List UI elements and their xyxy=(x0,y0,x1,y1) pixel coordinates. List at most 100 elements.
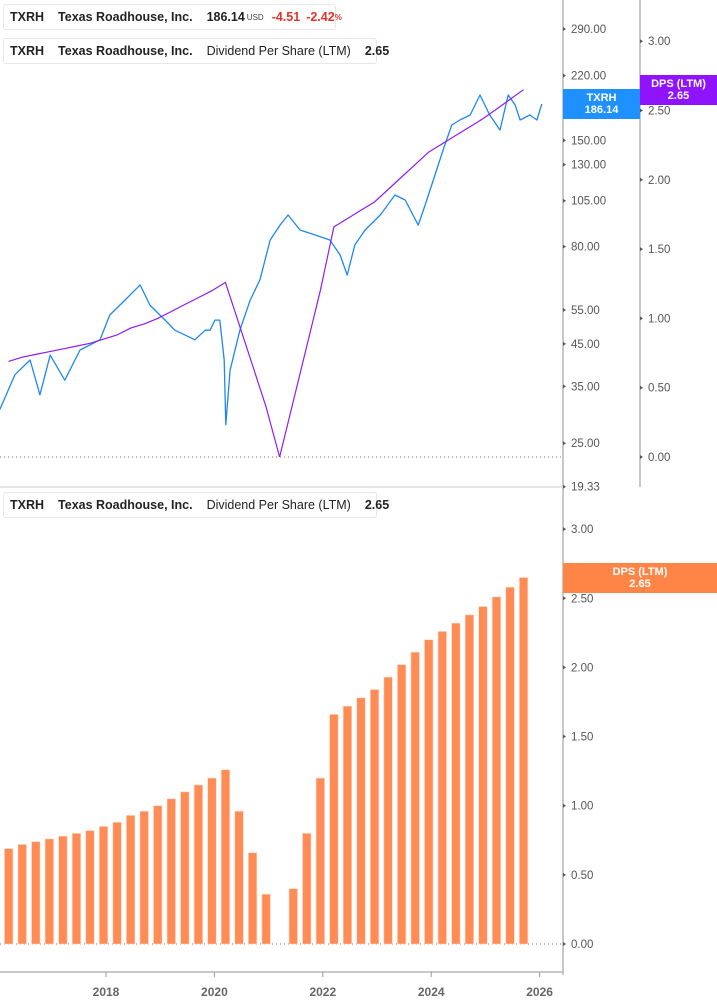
dps-bar xyxy=(207,777,217,945)
price-tag: TXRH 186.14 xyxy=(563,89,640,119)
price-tick-label-mark xyxy=(563,198,566,203)
legend-change: -4.51 xyxy=(271,10,301,24)
bar-tick-label-mark xyxy=(563,872,566,877)
x-tick-label: 2020 xyxy=(201,985,228,999)
bar-tick-label: 3.00 xyxy=(571,524,593,536)
bar-tick-label-mark xyxy=(563,803,566,808)
bar-tick-label: 2.50 xyxy=(571,593,593,605)
dps-bar xyxy=(153,805,163,945)
x-tick-label: 2022 xyxy=(309,985,336,999)
legend-pct-sign: % xyxy=(334,12,342,22)
legend-change-pct: -2.42 xyxy=(306,10,335,24)
dps-tick-label-mark xyxy=(640,455,643,459)
price-tag-label: TXRH xyxy=(586,92,617,104)
dps-tick-label: 2.50 xyxy=(648,106,670,118)
price-tick-label: 290.00 xyxy=(571,24,606,36)
price-tick-label: 150.00 xyxy=(571,135,606,147)
dps-bar xyxy=(397,664,407,945)
dps-bar xyxy=(288,888,298,945)
dps-bar xyxy=(58,835,68,945)
dps-tick-label-mark xyxy=(640,177,643,182)
dps-bar xyxy=(112,821,122,945)
price-tick-label-mark xyxy=(563,244,566,249)
legend-value: 2.65 xyxy=(364,498,390,512)
legend-ticker: TXRH xyxy=(10,10,45,24)
price-tick-label-mark xyxy=(563,73,566,78)
dps-bar xyxy=(437,631,447,945)
dps-bar xyxy=(505,586,515,945)
bar-tick-label-mark xyxy=(563,527,566,532)
bar-tick-label: 1.50 xyxy=(571,732,593,744)
legend-dps-top[interactable]: TXRH Texas Roadhouse, Inc. Dividend Per … xyxy=(3,38,389,64)
legend-ticker: TXRH xyxy=(10,498,45,512)
price-tick-label: 25.00 xyxy=(571,438,600,450)
dps-bar xyxy=(17,844,27,945)
legend-company-name: Texas Roadhouse, Inc. xyxy=(58,498,193,512)
dps-bar xyxy=(451,622,461,945)
dps-bar xyxy=(329,714,339,945)
bar-tick-label-mark xyxy=(563,942,566,946)
legend-currency: USD xyxy=(246,12,264,22)
legend-price[interactable]: TXRH Texas Roadhouse, Inc. 186.14 USD -4… xyxy=(3,4,342,30)
dps-bar xyxy=(220,769,231,945)
dps-bar xyxy=(302,833,312,945)
price-tick-label-mark xyxy=(563,307,566,312)
price-tick-label-mark xyxy=(563,162,566,167)
legend-ticker: TXRH xyxy=(10,44,45,58)
dps-tick-label: 0.00 xyxy=(648,452,670,464)
legend-price-value: 186.14 xyxy=(206,10,245,24)
dps-tick-label: 2.00 xyxy=(648,175,670,187)
dps-bar xyxy=(356,697,366,945)
bar-tick-label: 0.00 xyxy=(571,939,593,951)
price-tag-value: 186.14 xyxy=(584,104,619,116)
x-tick-label: 2026 xyxy=(526,985,553,999)
dps-bar xyxy=(85,830,95,945)
dps-bar xyxy=(126,815,136,945)
price-tick-label: 80.00 xyxy=(571,242,600,254)
legend-dps-bottom[interactable]: TXRH Texas Roadhouse, Inc. Dividend Per … xyxy=(3,492,389,518)
dps-bar xyxy=(369,689,380,945)
price-tick-label: 130.00 xyxy=(571,160,606,172)
price-tick-label-mark xyxy=(563,138,566,143)
bar-tick-label: 2.00 xyxy=(571,662,593,674)
dps-bar xyxy=(478,606,488,945)
dps-bar xyxy=(166,798,176,945)
dps-bar xyxy=(234,810,244,945)
price-tick-label: 220.00 xyxy=(571,71,606,83)
dps-bar xyxy=(99,826,109,945)
price-tick-label: 19.33 xyxy=(571,482,600,494)
dps-tick-label-mark xyxy=(640,316,643,321)
legend-metric: Dividend Per Share (LTM) xyxy=(206,44,351,58)
dps-bar xyxy=(261,893,271,945)
bar-tick-label: 0.50 xyxy=(571,870,593,882)
dps-tag-label: DPS (LTM) xyxy=(651,78,706,90)
dps-bar xyxy=(31,841,41,945)
price-tick-label-mark xyxy=(563,441,566,446)
dps-tick-label-mark xyxy=(640,247,643,252)
price-line xyxy=(0,94,543,426)
dps-tag-value: 2.65 xyxy=(667,90,690,102)
price-tick-label: 105.00 xyxy=(571,196,606,208)
dps-tag-label: DPS (LTM) xyxy=(612,566,668,578)
dps-bar xyxy=(44,838,54,945)
legend-company-name: Texas Roadhouse, Inc. xyxy=(58,44,193,58)
bar-tick-label-mark xyxy=(563,734,566,739)
dps-tick-label-mark xyxy=(640,108,643,113)
dps-bar xyxy=(342,705,353,945)
dps-bar xyxy=(139,810,149,945)
dps-bar xyxy=(4,848,14,945)
dps-bar xyxy=(71,833,81,945)
bar-tick-label-mark xyxy=(563,665,566,670)
dps-tick-label: 1.00 xyxy=(648,313,670,325)
dps-tag-top: DPS (LTM) 2.65 xyxy=(640,75,717,105)
legend-company-name: Texas Roadhouse, Inc. xyxy=(58,10,193,24)
dps-tick-label-mark xyxy=(640,39,643,44)
price-tick-label: 45.00 xyxy=(571,339,600,351)
dps-bar xyxy=(383,676,393,945)
dps-tick-label: 0.50 xyxy=(648,383,670,395)
legend-metric: Dividend Per Share (LTM) xyxy=(206,498,351,512)
dps-bar xyxy=(180,791,190,945)
dps-bar xyxy=(491,596,502,945)
dps-bar xyxy=(410,651,420,945)
